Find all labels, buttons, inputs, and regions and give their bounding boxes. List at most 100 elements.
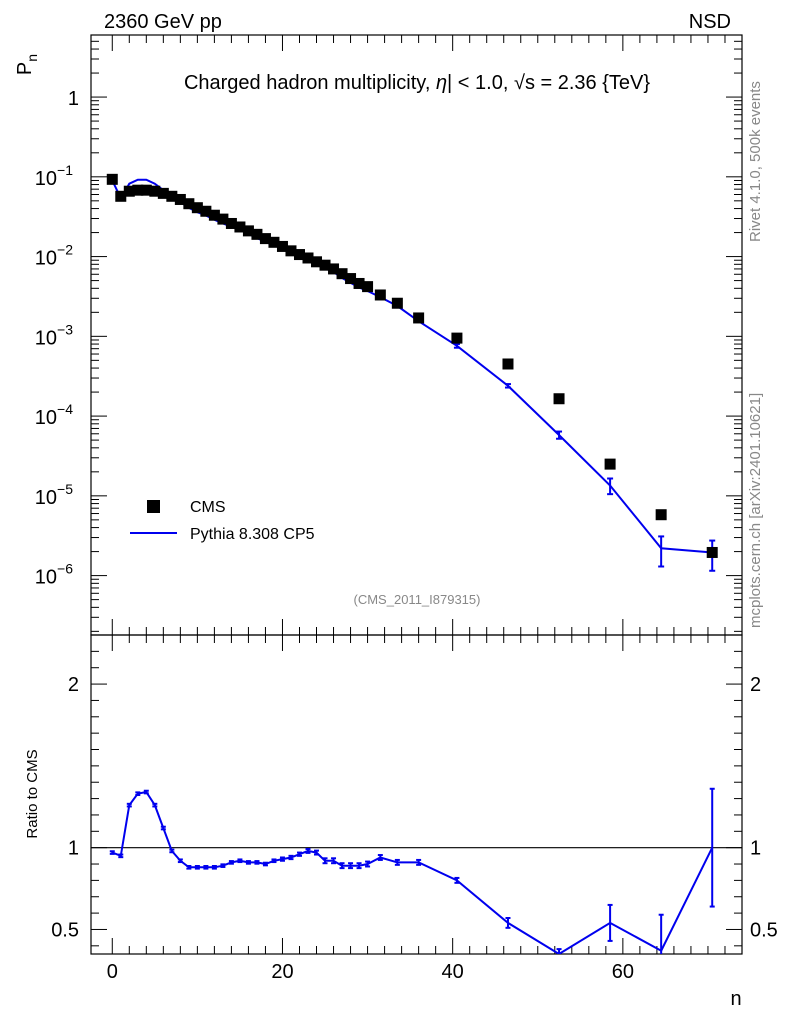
cms-marker <box>553 393 565 405</box>
main-ytick-label: 10−2 <box>35 242 73 270</box>
xtick-label: 40 <box>442 961 464 983</box>
main-ylabel: Pn <box>14 54 40 75</box>
ratio-series-group <box>109 787 715 954</box>
header-right: NSD <box>689 11 731 33</box>
cms-marker <box>174 193 186 205</box>
ratio-axes: 0.5 0.51 12 20 20 40 60 <box>51 635 778 983</box>
main-ytick-label-base: 10 <box>35 487 57 509</box>
legend-data-marker <box>147 500 160 513</box>
main-ytick-label-base: 1 <box>68 88 79 110</box>
side-mcplots: mcplots.cern.ch [arXiv:2401.10621] <box>747 393 764 628</box>
cms-marker <box>353 277 365 289</box>
title-part-3: | < 1.0, <box>447 72 514 94</box>
main-ytick-label-exp: −4 <box>57 401 73 417</box>
legend-mc-label: Pythia 8.308 CP5 <box>190 526 315 543</box>
cms-marker <box>191 202 203 214</box>
main-ytick-label-base: 10 <box>35 248 57 270</box>
legend: CMS Pythia 8.308 CP5 <box>130 499 315 543</box>
main-ytick-label-exp: −2 <box>57 242 73 258</box>
title-part-1: Charged hadron multiplicity, <box>184 72 436 94</box>
cms-marker <box>276 240 288 252</box>
main-ytick-label: 10−6 <box>35 561 73 589</box>
main-ytick-label: 10−5 <box>35 481 73 509</box>
cms-marker <box>362 281 374 293</box>
main-ytick-label-base: 10 <box>35 407 57 429</box>
ratio-ytick-label: 2 <box>68 674 79 696</box>
ratio-frame <box>90 634 743 955</box>
legend-data-label: CMS <box>190 499 226 516</box>
cms-marker <box>293 249 305 261</box>
cms-marker <box>655 509 667 521</box>
ratio-ytick-label-right: 2 <box>750 674 761 696</box>
header-left: 2360 GeV pp <box>104 11 222 33</box>
ratio-series <box>109 787 715 954</box>
side-rivet: Rivet 4.1.0, 500k events <box>747 81 764 242</box>
xtick-label: 20 <box>271 961 293 983</box>
main-frame <box>90 34 743 636</box>
main-ytick-label: 10−4 <box>35 401 73 429</box>
main-ytick-label: 10−1 <box>35 162 73 190</box>
cms-marker <box>106 173 118 185</box>
mc-line <box>111 178 713 554</box>
cms-marker <box>268 236 280 248</box>
cms-marker <box>149 185 161 197</box>
cms-marker <box>706 546 718 558</box>
x-axis-label: n <box>730 988 741 1010</box>
cms-marker <box>391 297 403 309</box>
main-ytick-label-base: 10 <box>35 327 57 349</box>
cms-marker <box>451 332 463 344</box>
main-series <box>106 173 718 572</box>
cms-marker <box>251 228 263 240</box>
cms-marker <box>302 252 314 264</box>
main-axes: 10−610−510−410−310−210−11 <box>35 34 743 635</box>
cms-marker <box>115 190 127 202</box>
svg-text:Pn: Pn <box>14 54 40 75</box>
cms-marker <box>259 233 271 245</box>
cms-marker <box>374 289 386 301</box>
cms-marker <box>225 217 237 229</box>
cms-marker <box>319 259 331 271</box>
title-sqrt-sign: √ <box>514 72 525 94</box>
plot-title: Charged hadron multiplicity, η| < 1.0, √… <box>184 72 650 94</box>
main-ytick-label-base: 10 <box>35 168 57 190</box>
ratio-ytick-label: 0.5 <box>51 919 79 941</box>
cms-marker <box>311 256 323 268</box>
cms-marker <box>345 273 357 285</box>
cms-marker <box>336 268 348 280</box>
cms-marker <box>328 263 340 275</box>
main-ytick-label-exp: −6 <box>57 561 73 577</box>
ratio-ytick-label-right: 1 <box>750 838 761 860</box>
main-ytick-label: 1 <box>68 88 79 110</box>
xtick-label: 0 <box>107 961 118 983</box>
cms-marker <box>413 312 425 324</box>
title-eta: η <box>436 72 447 94</box>
cms-marker <box>285 245 297 257</box>
cms-marker <box>242 225 254 237</box>
cms-marker <box>166 190 178 202</box>
cms-marker <box>200 205 212 217</box>
ratio-line <box>111 790 714 954</box>
title-part-4: s = 2.36 {TeV} <box>525 72 650 94</box>
analysis-id: (CMS_2011_I879315) <box>354 592 481 607</box>
main-ytick-label-exp: −5 <box>57 481 73 497</box>
cms-marker <box>123 185 135 197</box>
main-ytick-label-base: 10 <box>35 567 57 589</box>
cms-marker <box>234 221 246 233</box>
cms-marker <box>132 184 144 196</box>
cms-marker <box>140 184 152 196</box>
ratio-ytick-label-right: 0.5 <box>750 919 778 941</box>
main-ytick-label-exp: −1 <box>57 162 73 178</box>
ratio-ytick-label: 1 <box>68 838 79 860</box>
cms-marker <box>502 358 514 370</box>
cms-marker <box>157 187 169 199</box>
svg-text:Charged hadron multiplicity, η: Charged hadron multiplicity, η| < 1.0, √… <box>184 72 650 94</box>
main-ytick-label: 10−3 <box>35 321 73 349</box>
ratio-ylabel: Ratio to CMS <box>24 749 41 838</box>
cms-marker <box>208 209 220 221</box>
cms-marker <box>217 213 229 225</box>
cms-marker <box>183 198 195 210</box>
xtick-label: 60 <box>612 961 634 983</box>
cms-marker <box>604 458 616 470</box>
main-ytick-label-exp: −3 <box>57 321 73 337</box>
